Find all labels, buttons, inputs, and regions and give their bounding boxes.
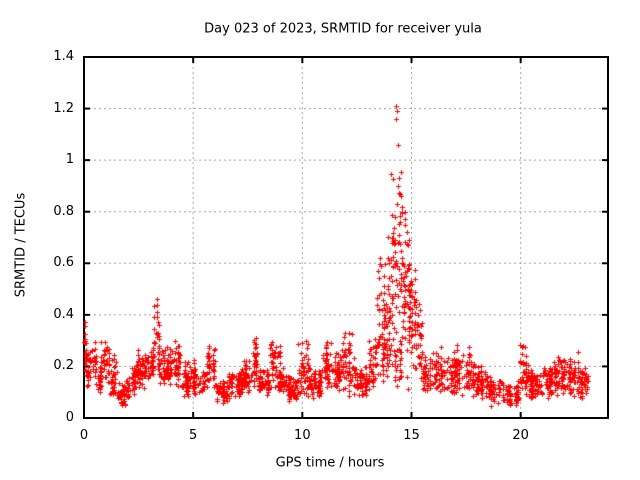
scatter-points-canvas: [0, 0, 640, 480]
gnuplot-scatter-chart: Day 023 of 2023, SRMTID for receiver yul…: [0, 0, 640, 480]
